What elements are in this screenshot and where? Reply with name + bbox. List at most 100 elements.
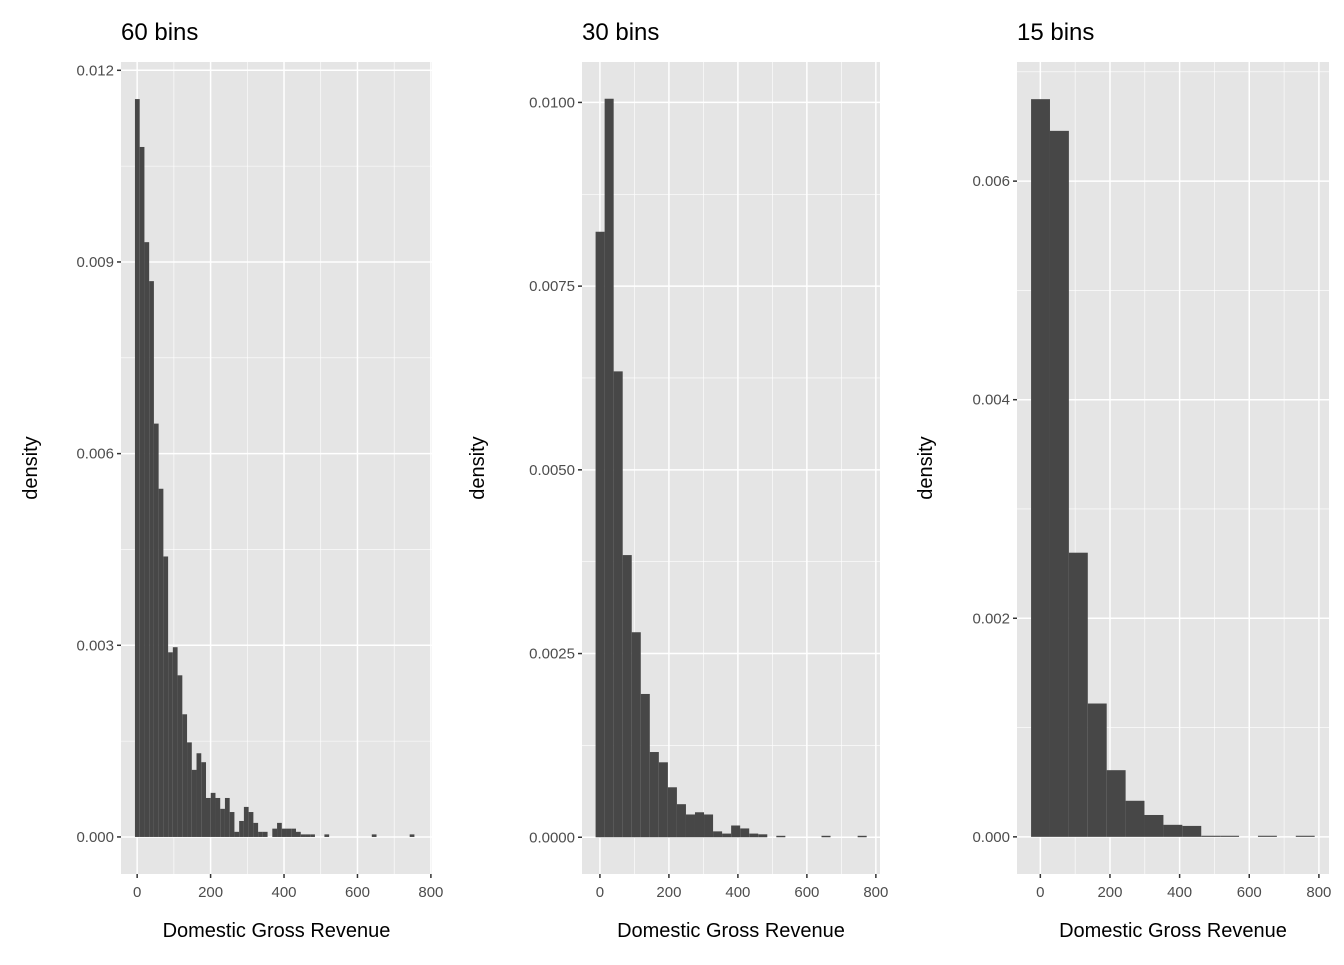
histogram-bar xyxy=(277,822,282,837)
x-tick-label: 600 xyxy=(345,884,370,901)
y-tick-label: 0.0075 xyxy=(529,278,575,295)
y-axis-title: density xyxy=(467,436,489,499)
plot-title: 30 bins xyxy=(582,19,659,46)
x-axis-title: Domestic Gross Revenue xyxy=(163,920,391,942)
histogram-bar xyxy=(713,831,723,838)
histogram-bar xyxy=(262,831,268,837)
histogram-bar xyxy=(631,632,641,838)
histogram-bar xyxy=(1220,835,1240,837)
histogram-bar xyxy=(239,820,244,837)
histogram-bar xyxy=(740,828,750,838)
histogram-bar xyxy=(295,831,301,837)
histogram-bar xyxy=(1031,99,1050,837)
y-tick-label: 0.012 xyxy=(76,62,114,79)
histogram-bar xyxy=(640,693,650,838)
y-tick-label: 0.006 xyxy=(76,446,114,463)
histogram-bar xyxy=(595,231,605,838)
histogram-bar xyxy=(281,828,287,837)
y-tick-label: 0.003 xyxy=(76,637,114,654)
y-axis-title: density xyxy=(915,436,937,499)
histogram-bar xyxy=(821,835,831,838)
x-tick-label: 0 xyxy=(596,884,604,901)
histogram-bar xyxy=(371,834,377,837)
histogram-bar xyxy=(187,742,192,837)
x-tick-label: 200 xyxy=(1097,884,1122,901)
x-tick-label: 0 xyxy=(133,884,141,901)
histogram-bar xyxy=(694,812,705,838)
histogram-bar xyxy=(658,762,668,838)
histogram-bar xyxy=(310,834,315,837)
histogram-bar xyxy=(649,752,659,838)
x-tick-label: 200 xyxy=(656,884,681,901)
x-tick-label: 400 xyxy=(1167,884,1192,901)
histogram-bar xyxy=(291,828,296,837)
x-tick-label: 600 xyxy=(794,884,819,901)
histogram-bar xyxy=(201,762,207,837)
y-tick-label: 0.0100 xyxy=(529,94,575,111)
histogram-bar xyxy=(1201,835,1221,837)
histogram-bar xyxy=(1068,552,1088,837)
histogram-bar xyxy=(1144,814,1164,837)
y-tick-label: 0.002 xyxy=(972,610,1010,627)
histogram-bar xyxy=(258,831,263,837)
histogram-bar xyxy=(324,834,330,837)
y-tick-label: 0.0000 xyxy=(529,829,575,846)
histogram-bar xyxy=(749,833,759,838)
histogram-bar xyxy=(210,792,216,837)
histogram-bar xyxy=(731,825,741,838)
histogram-bar xyxy=(300,834,306,837)
y-tick-label: 0.006 xyxy=(972,173,1010,190)
histogram-bar xyxy=(153,423,159,837)
histogram-bar xyxy=(704,814,714,838)
histogram-bar xyxy=(1106,770,1126,837)
histogram-bar xyxy=(234,831,240,837)
x-tick-label: 800 xyxy=(863,884,888,901)
y-tick-label: 0.0050 xyxy=(529,462,575,479)
y-tick-label: 0.009 xyxy=(76,254,114,271)
histogram-bar xyxy=(622,555,632,838)
histogram-bar xyxy=(191,769,197,837)
y-tick-label: 0.004 xyxy=(972,392,1010,409)
histogram-bar xyxy=(168,652,173,837)
y-axis-title: density xyxy=(20,436,42,499)
histogram-bar xyxy=(613,371,623,838)
histogram-bar xyxy=(253,822,259,837)
histogram-bar xyxy=(857,835,867,838)
histogram-bar xyxy=(144,242,150,837)
x-tick-label: 0 xyxy=(1036,884,1044,901)
x-tick-label: 800 xyxy=(418,884,443,901)
histogram-bar xyxy=(1257,835,1277,837)
histogram-bar xyxy=(182,714,188,837)
y-tick-label: 0.000 xyxy=(76,829,114,846)
x-axis-title: Domestic Gross Revenue xyxy=(617,920,845,942)
histogram-bar xyxy=(206,797,211,837)
histogram-bar xyxy=(1125,800,1145,837)
plot-title: 15 bins xyxy=(1017,19,1094,46)
y-tick-label: 0.0025 xyxy=(529,646,575,663)
panel-15-bins: 0.000 0.002 0.004 0.006 0 200 400 600 800 Domesti… xyxy=(915,19,1331,942)
histogram-bar xyxy=(243,806,249,837)
histogram-bar xyxy=(685,814,695,838)
plot-title: 60 bins xyxy=(121,19,198,46)
histogram-bar xyxy=(215,797,221,837)
histogram-bar xyxy=(776,835,786,838)
x-tick-label: 400 xyxy=(272,884,297,901)
histogram-bar xyxy=(196,753,202,837)
histogram-bar xyxy=(177,675,183,837)
histogram-bar xyxy=(163,556,169,837)
y-tick-label: 0.000 xyxy=(972,829,1010,846)
histogram-bar xyxy=(722,833,732,838)
histogram-bar xyxy=(758,834,768,838)
x-tick-label: 800 xyxy=(1306,884,1331,901)
x-axis-title: Domestic Gross Revenue xyxy=(1059,920,1287,942)
histogram-bar xyxy=(149,281,154,837)
x-tick-label: 400 xyxy=(725,884,750,901)
histogram-bar xyxy=(604,98,614,838)
histogram-bar xyxy=(172,647,178,837)
histogram-bar xyxy=(409,834,415,837)
histogram-bar xyxy=(139,146,145,837)
panel-60-bins: 0.000 0.003 0.006 0.009 0.012 0 200 400 600 800 Do… xyxy=(20,19,443,942)
histogram-bar xyxy=(305,834,311,837)
histogram-bar xyxy=(1163,824,1183,837)
